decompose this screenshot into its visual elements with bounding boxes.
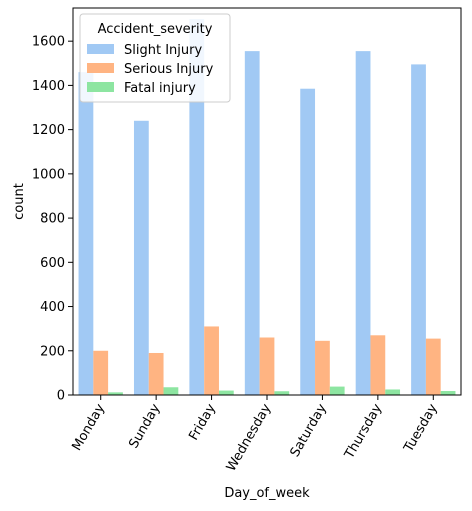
bar-monday-slight-injury	[78, 72, 94, 395]
bar-saturday-serious-injury	[315, 340, 330, 395]
x-tick-label-monday: Monday	[70, 401, 109, 453]
legend-label-fatal-injury: Fatal injury	[124, 81, 196, 96]
legend-swatch-fatal-injury	[87, 82, 114, 92]
x-tick-label-tuesday: Tuesday	[401, 401, 441, 455]
x-tick-label-thursday: Thursday	[342, 401, 386, 462]
bar-friday-fatal-injury	[218, 390, 234, 395]
legend-label-slight-injury: Slight Injury	[124, 43, 202, 58]
x-tick-label-wednesday: Wednesday	[224, 401, 275, 474]
y-tick-label: 600	[40, 256, 65, 271]
bar-thursday-serious-injury	[370, 335, 386, 395]
x-tick-label-friday: Friday	[186, 401, 219, 443]
y-tick-label: 1600	[32, 35, 65, 50]
legend-title: Accident_severity	[98, 22, 213, 37]
bar-saturday-fatal-injury	[329, 386, 345, 395]
bar-wednesday-slight-injury	[244, 51, 260, 395]
y-tick-label: 1400	[32, 79, 65, 94]
bar-tuesday-serious-injury	[425, 338, 441, 395]
bar-wednesday-serious-injury	[259, 337, 275, 395]
x-axis-title: Day_of_week	[224, 486, 310, 501]
legend-swatch-serious-injury	[87, 63, 114, 73]
x-tick-label-saturday: Saturday	[288, 401, 330, 459]
bar-thursday-slight-injury	[355, 51, 371, 395]
bar-tuesday-slight-injury	[411, 64, 426, 396]
legend: Accident_severity Slight Injury Serious I…	[79, 13, 231, 103]
legend-items: Slight Injury Serious Injury Fatal injury	[87, 43, 214, 96]
y-axis-ticks: 0 200 400 600 800 1000 1200 1400 1600	[32, 35, 73, 404]
bar-tuesday-fatal-injury	[440, 391, 456, 395]
x-axis-ticks: Monday Sunday Friday Wednesday Saturday Thurs…	[70, 395, 441, 474]
legend-box	[79, 13, 231, 103]
legend-swatch-slight-injury	[87, 44, 114, 54]
bar-thursday-fatal-injury	[385, 389, 401, 395]
y-tick-label: 1000	[32, 167, 65, 182]
bar-wednesday-fatal-injury	[274, 391, 290, 395]
bar-saturday-slight-injury	[300, 88, 316, 396]
bar-sunday-fatal-injury	[163, 387, 179, 395]
bar-monday-fatal-injury	[108, 392, 123, 395]
bar-sunday-slight-injury	[133, 120, 149, 395]
x-tick-label-sunday: Sunday	[126, 401, 163, 451]
y-tick-label: 1200	[32, 123, 65, 138]
bar-friday-slight-injury	[189, 19, 205, 396]
legend-label-serious-injury: Serious Injury	[124, 62, 214, 77]
bar-monday-serious-injury	[93, 350, 109, 395]
bars-layer	[78, 19, 456, 396]
y-tick-label: 400	[40, 300, 65, 315]
bar-friday-serious-injury	[204, 326, 219, 395]
y-tick-label: 800	[40, 212, 65, 227]
y-tick-label: 200	[40, 344, 65, 359]
y-tick-label: 0	[57, 389, 65, 404]
y-axis-title: count	[12, 183, 27, 220]
bar-sunday-serious-injury	[148, 352, 164, 395]
